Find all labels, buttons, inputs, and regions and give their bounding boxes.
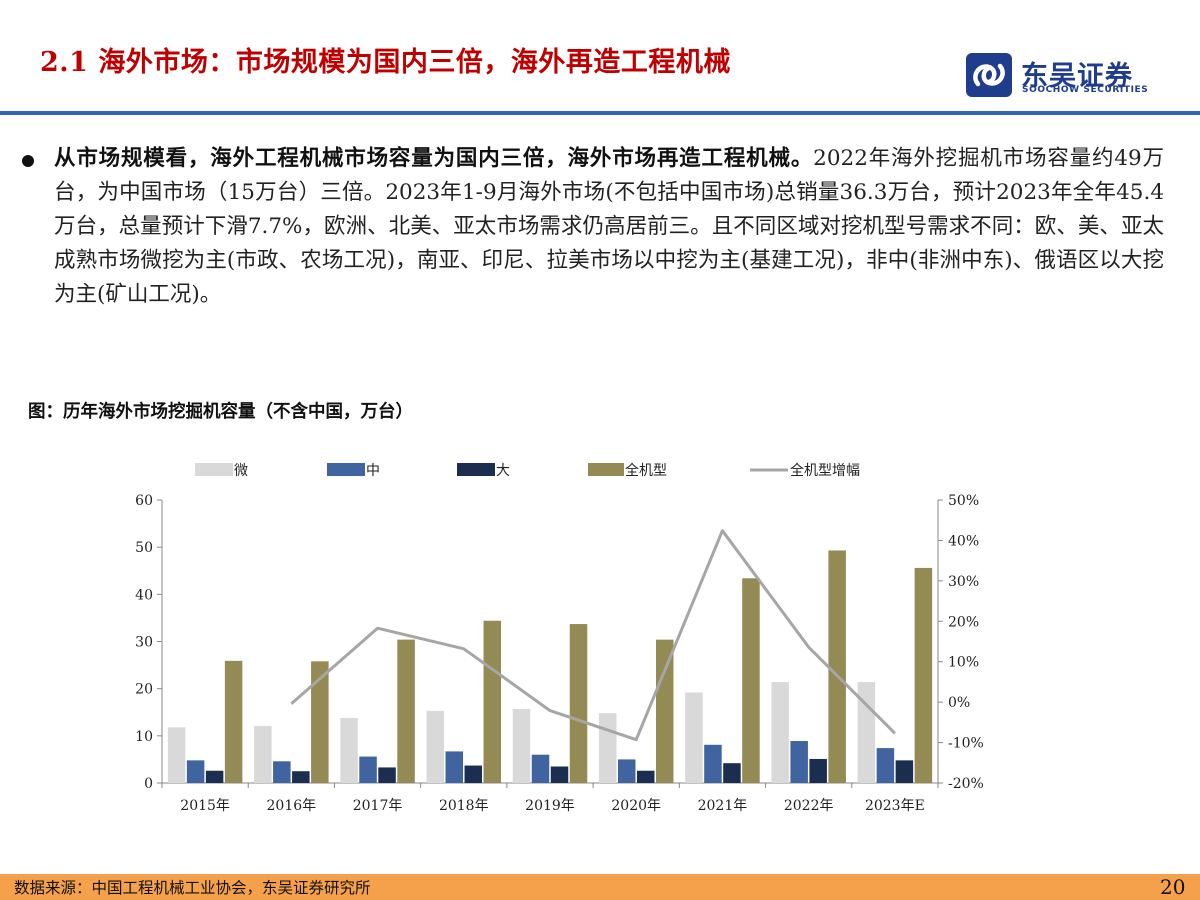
bar-中 [273,761,291,783]
bullet-body: 2022年海外挖掘机市场容量约49万台，为中国市场（15万台）三倍。2023年1… [54,146,1164,307]
bar-全机型 [569,624,588,783]
legend-label: 微 [234,463,248,479]
bar-微 [167,727,186,783]
bar-全机型 [224,660,243,783]
bar-大 [723,763,741,783]
x-tick-label: 2016年 [267,798,317,814]
bullet-icon [22,155,34,167]
bar-中 [790,741,808,783]
y-right-tick-label: 30% [948,574,979,590]
bar-中 [704,744,722,783]
y-right-tick-label: 40% [948,533,979,549]
bar-中 [186,760,205,783]
y-left-tick-label: 0 [144,776,153,792]
legend-swatch-中 [327,463,365,476]
bar-大 [378,767,396,783]
y-right-tick-label: 50% [948,493,979,509]
legend-label: 中 [366,463,380,479]
bar-大 [550,766,569,783]
logo-name: 东吴证券 [1021,61,1133,92]
legend-swatch-大 [457,463,495,476]
bar-中 [876,748,895,783]
bar-全机型 [311,661,329,783]
excavator-capacity-chart: 0 10 20 30 40 50 60 -20% -10% 0% 10% 20% 30% 40% 50% 20… [135,462,984,814]
bar-全机型 [483,620,502,783]
x-tick-label: 2022年 [784,798,834,814]
logo-subtitle: SOOCHOW SECURITIES [1022,85,1149,95]
y-right-tick-label: 0% [948,695,970,711]
y-left-tick-label: 40 [135,587,153,603]
bar-微 [598,713,617,783]
y-left-tick-label: 60 [135,493,153,509]
bar-全机型 [742,578,760,783]
bar-微 [685,692,703,783]
company-logo: 东吴证券 SOOCHOW SECURITIES [965,52,1155,98]
bar-微 [254,725,272,783]
bar-大 [636,770,655,783]
x-tick-label: 2021年 [698,798,748,814]
line-全机型增幅 [290,529,896,742]
legend-swatch-微 [195,463,233,476]
bar-全机型 [655,639,674,783]
x-tick-label: 2015年 [180,798,230,814]
slide-title: 2.1 海外市场：市场规模为国内三倍，海外再造工程机械 [40,47,731,78]
x-tick-label: 2019年 [525,798,575,814]
bar-全机型 [397,639,415,783]
bar-微 [512,708,531,783]
legend-label: 全机型 [625,462,667,479]
bar-中 [359,756,377,783]
y-left-tick-label: 20 [135,682,153,698]
bar-中 [617,759,636,783]
bar-全机型 [914,567,933,783]
x-tick-label: 2018年 [439,798,489,814]
page-number: 20 [1160,875,1186,899]
y-left-tick-label: 50 [135,540,153,556]
bar-大 [809,758,827,783]
bar-全机型 [828,550,846,783]
bar-大 [205,770,224,783]
bar-中 [531,754,550,783]
footer-bar [0,874,1200,900]
y-right-tick-label: 20% [948,614,979,630]
legend-swatch-全机型 [588,463,624,476]
x-tick-label: 2020年 [611,798,661,814]
legend-label: 全机型增幅 [790,462,860,479]
bar-大 [292,771,310,783]
bullet-paragraph: 从市场规模看，海外工程机械市场容量为国内三倍，海外市场再造工程机械。2022年海… [54,142,1164,312]
logo-mark-icon [966,53,1012,97]
y-left-tick-label: 30 [135,635,153,651]
data-source: 数据来源：中国工程机械工业协会，东吴证券研究所 [14,879,371,897]
bar-大 [895,760,914,783]
bar-中 [445,751,464,783]
bar-微 [340,717,358,783]
bar-大 [464,765,483,783]
figure-caption: 图：历年海外市场挖掘机容量（不含中国，万台） [28,402,413,422]
legend-label: 大 [496,463,510,479]
bullet-bold-lead: 从市场规模看，海外工程机械市场容量为国内三倍，海外市场再造工程机械。 [54,146,814,171]
bar-微 [771,682,789,783]
bar-微 [426,710,445,783]
x-tick-label: 2017年 [353,798,403,814]
y-right-tick-label: 10% [948,655,979,671]
header-divider [0,111,1200,115]
y-left-tick-label: 10 [135,729,153,745]
y-right-tick-label: -10% [948,736,984,752]
y-right-tick-label: -20% [948,776,984,792]
x-tick-label: 2023年E [865,798,925,814]
